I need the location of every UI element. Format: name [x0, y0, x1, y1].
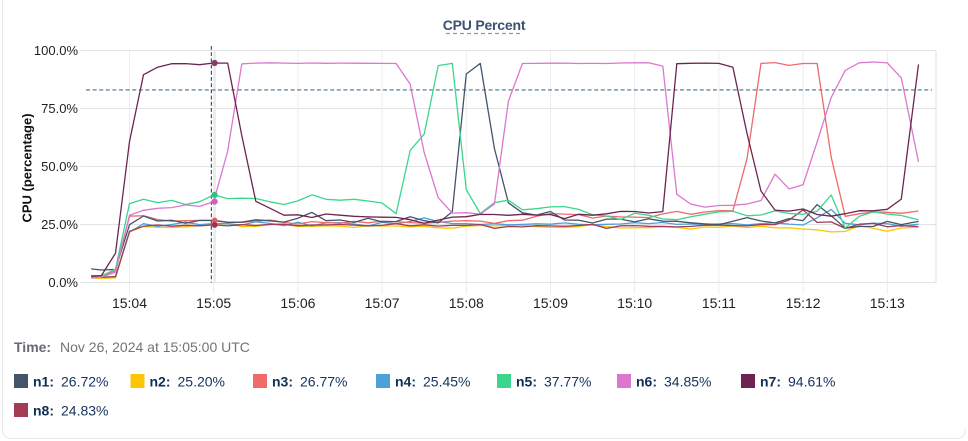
- svg-text:15:11: 15:11: [702, 295, 736, 311]
- svg-text:0.0%: 0.0%: [48, 275, 78, 290]
- svg-text:15:08: 15:08: [449, 295, 484, 311]
- svg-text:15:06: 15:06: [280, 295, 315, 311]
- svg-text:25.20%: 25.20%: [178, 374, 225, 390]
- svg-text:15:07: 15:07: [365, 295, 400, 311]
- svg-text:15:10: 15:10: [617, 295, 652, 311]
- svg-text:15:13: 15:13: [870, 295, 905, 311]
- svg-text:CPU (percentage): CPU (percentage): [20, 113, 35, 222]
- svg-text:37.77%: 37.77%: [544, 374, 591, 390]
- svg-text:n8:: n8:: [33, 403, 54, 419]
- svg-text:100.0%: 100.0%: [34, 43, 79, 58]
- svg-text:15:12: 15:12: [786, 295, 821, 311]
- svg-text:94.61%: 94.61%: [788, 374, 835, 390]
- svg-text:50.0%: 50.0%: [41, 159, 78, 174]
- svg-text:Nov 26, 2024 at 15:05:00 UTC: Nov 26, 2024 at 15:05:00 UTC: [60, 339, 250, 355]
- svg-text:n7:: n7:: [760, 374, 781, 390]
- svg-text:n1:: n1:: [33, 374, 54, 390]
- svg-text:n6:: n6:: [636, 374, 657, 390]
- svg-text:75.0%: 75.0%: [41, 101, 78, 116]
- svg-text:26.77%: 26.77%: [300, 374, 347, 390]
- svg-text:n2:: n2:: [150, 374, 171, 390]
- svg-text:n3:: n3:: [272, 374, 293, 390]
- svg-text:24.83%: 24.83%: [61, 403, 108, 419]
- svg-text:n5:: n5:: [516, 374, 537, 390]
- svg-text:Time:: Time:: [14, 339, 51, 355]
- svg-text:n4:: n4:: [395, 374, 416, 390]
- svg-text:15:09: 15:09: [533, 295, 568, 311]
- svg-text:15:05: 15:05: [196, 295, 231, 311]
- svg-text:34.85%: 34.85%: [664, 374, 711, 390]
- svg-text:25.45%: 25.45%: [423, 374, 470, 390]
- svg-text:25.0%: 25.0%: [41, 217, 78, 232]
- svg-text:CPU Percent: CPU Percent: [443, 17, 526, 33]
- svg-text:15:04: 15:04: [112, 295, 147, 311]
- svg-text:26.72%: 26.72%: [61, 374, 108, 390]
